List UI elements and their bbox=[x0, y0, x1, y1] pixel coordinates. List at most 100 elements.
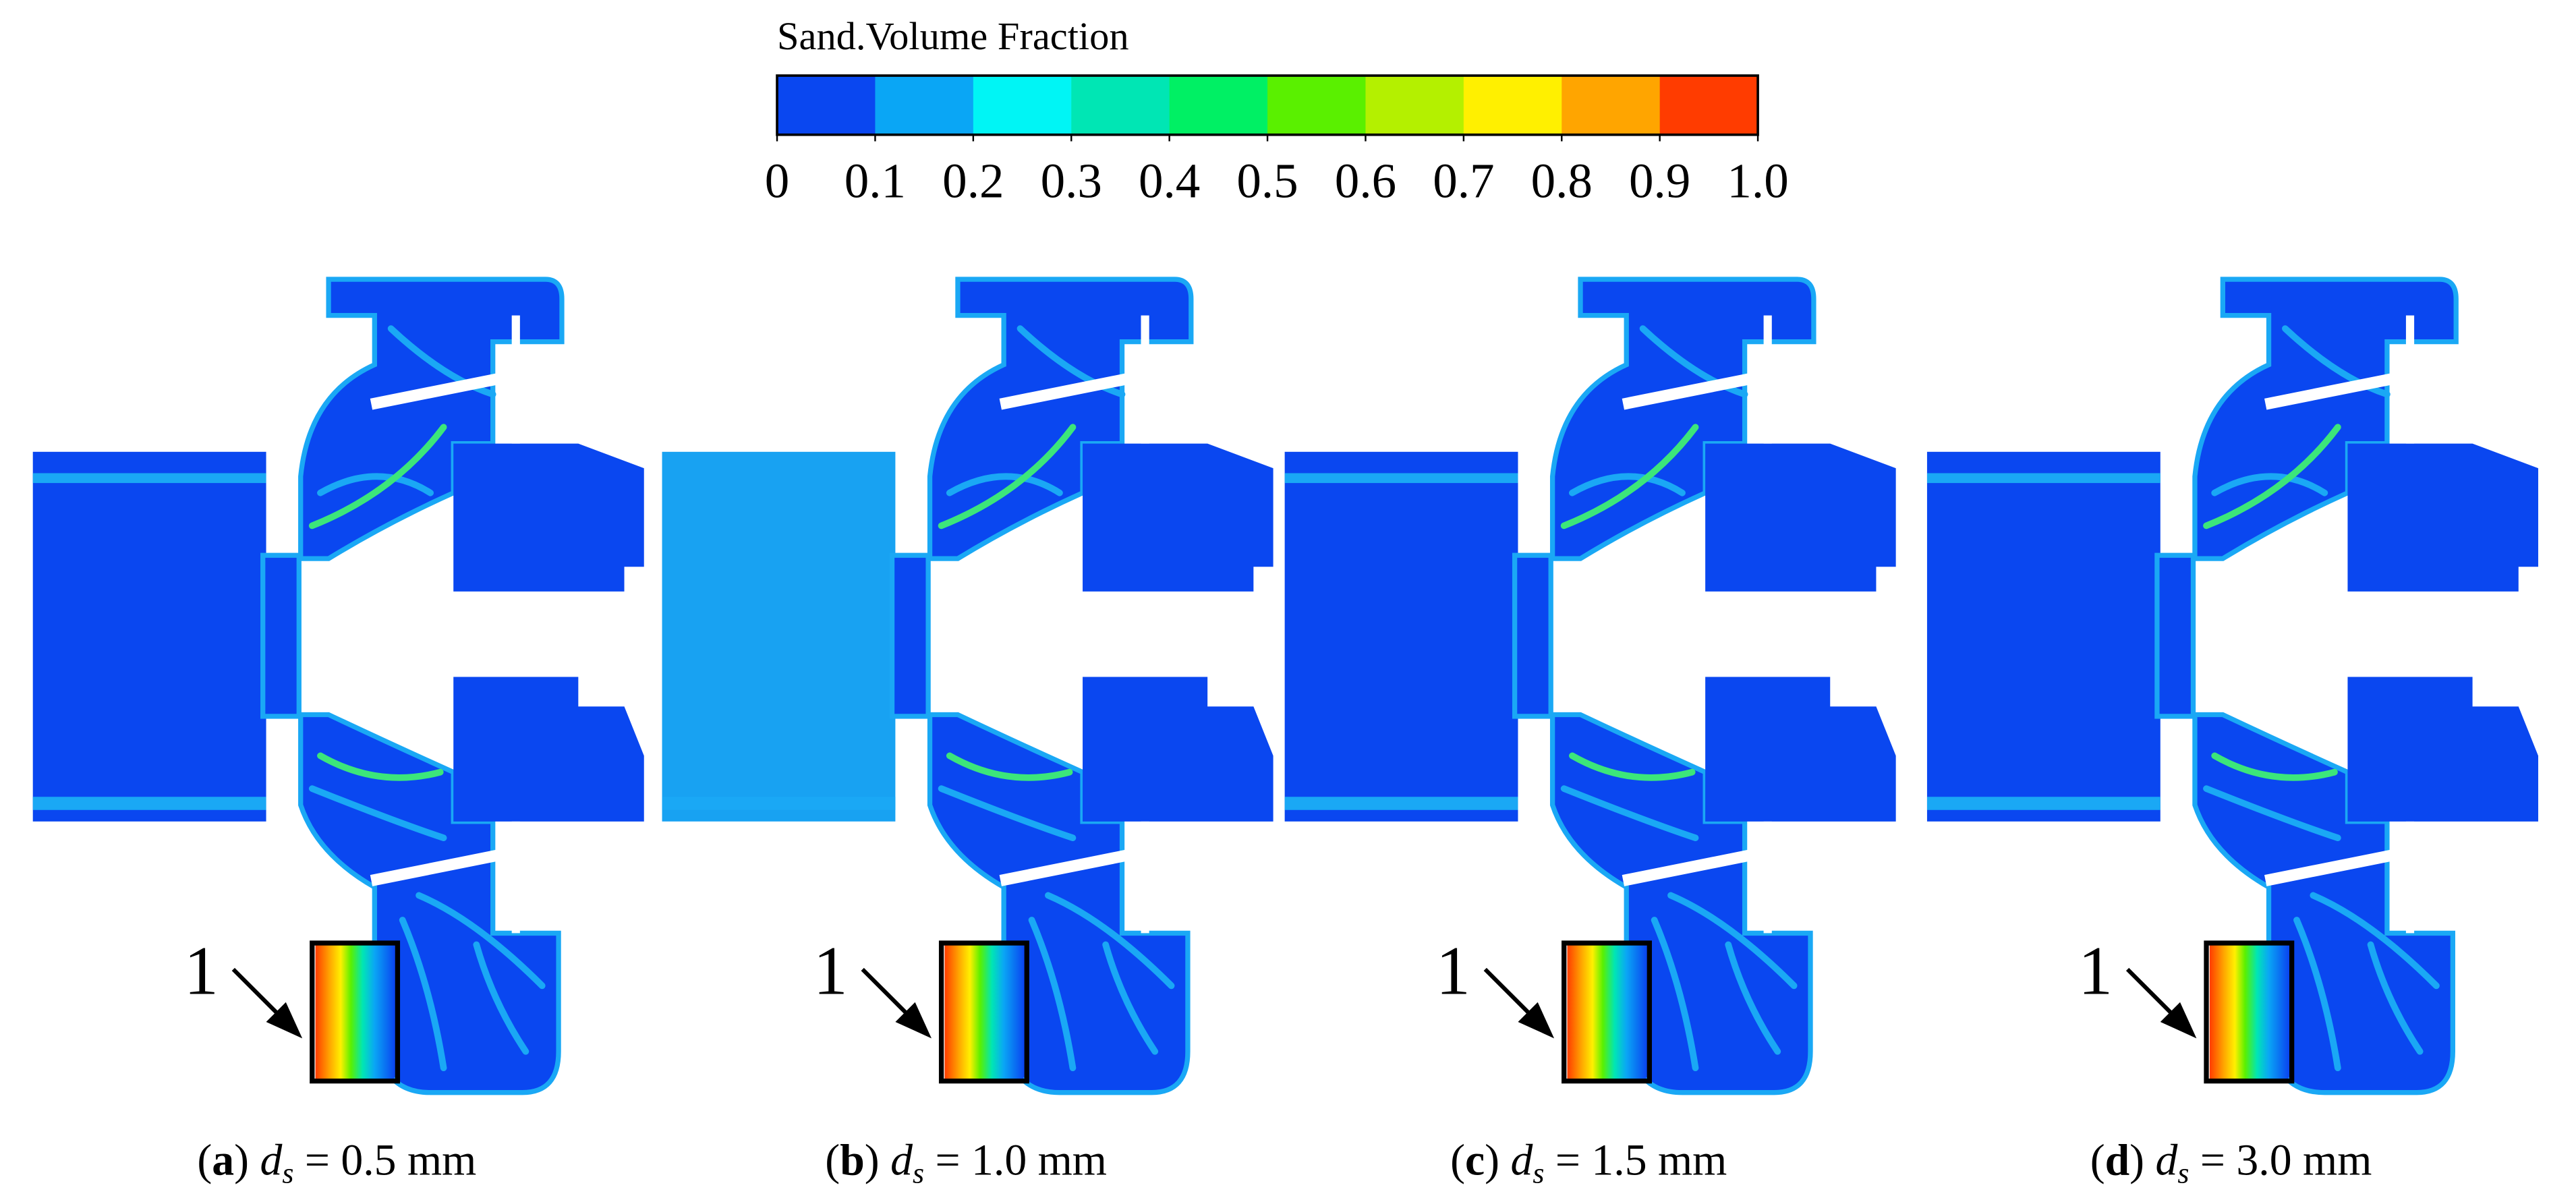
caption-letter: d bbox=[2105, 1135, 2130, 1184]
colorbar-tick-label: 0.5 bbox=[1236, 153, 1298, 208]
lower-blade bbox=[1622, 849, 1756, 886]
flow-streak bbox=[2282, 325, 2391, 398]
inlet-pipe bbox=[1284, 451, 1518, 822]
wear-hotspot bbox=[1567, 944, 1647, 1080]
marker-arrowhead bbox=[266, 1002, 303, 1039]
caption-letter: a bbox=[212, 1135, 234, 1184]
upper-blade bbox=[999, 372, 1133, 410]
flow-streak bbox=[1651, 917, 1699, 1072]
colorbar-tick-label: 0.8 bbox=[1531, 153, 1593, 208]
marker-arrow bbox=[1483, 967, 1536, 1021]
panel-caption: (d) ds = 3.0 mm bbox=[2090, 1135, 2372, 1189]
caption-subscript: s bbox=[2177, 1158, 2189, 1190]
marker-arrow bbox=[861, 967, 913, 1021]
colorbar-swatch bbox=[777, 76, 876, 135]
inlet-neck bbox=[889, 552, 931, 719]
lower-casing bbox=[1083, 677, 1273, 822]
flow-streak bbox=[1560, 424, 1699, 530]
lower-casing bbox=[1705, 677, 1896, 822]
inlet-neck bbox=[2154, 552, 2196, 719]
marker-arrowhead bbox=[2160, 1002, 2197, 1039]
flow-streak bbox=[1017, 325, 1126, 398]
wear-hotspot bbox=[315, 944, 395, 1080]
colorbar-tick-label: 0.7 bbox=[1433, 153, 1494, 208]
flow-streak bbox=[1725, 941, 1781, 1055]
caption-variable: d bbox=[249, 1135, 283, 1184]
caption-variable: d bbox=[880, 1135, 913, 1184]
caption-letter: c bbox=[1465, 1135, 1485, 1184]
flow-streak bbox=[317, 752, 444, 781]
colorbar-swatch bbox=[1071, 76, 1170, 135]
upper-casing bbox=[1083, 443, 1273, 592]
flow-streak bbox=[2293, 917, 2341, 1072]
pipe-wall-layer bbox=[32, 473, 266, 484]
flow-streak bbox=[387, 325, 496, 398]
caption-value: = 0.5 mm bbox=[293, 1135, 476, 1184]
colorbar-tick-label: 0.6 bbox=[1335, 153, 1396, 208]
marker-arrow bbox=[231, 967, 285, 1021]
flow-streak bbox=[1568, 473, 1686, 496]
marker-label: 1 bbox=[2078, 934, 2113, 1010]
colorbar-swatch bbox=[875, 76, 975, 135]
upper-casing bbox=[1705, 443, 1896, 592]
upper-blade bbox=[1622, 372, 1756, 410]
caption-prefix: ( bbox=[197, 1135, 212, 1184]
colorbar-tick-label: 0.9 bbox=[1629, 153, 1690, 208]
flow-streak bbox=[2310, 892, 2440, 990]
colorbar-swatch bbox=[1562, 76, 1661, 135]
caption-value: = 3.0 mm bbox=[2189, 1135, 2372, 1184]
flow-streak bbox=[938, 785, 1077, 842]
caption-prefix: ( bbox=[825, 1135, 840, 1184]
pipe-wall-layer bbox=[32, 797, 266, 810]
highlight-box bbox=[2204, 940, 2295, 1084]
caption-suffix: ) bbox=[2129, 1135, 2144, 1184]
pipe-wall-layer bbox=[1926, 473, 2160, 484]
upper-impeller bbox=[298, 277, 565, 561]
pipe-wall-layer bbox=[662, 797, 896, 810]
marker-arrowhead bbox=[1518, 1002, 1555, 1039]
caption-value: = 1.5 mm bbox=[1544, 1135, 1727, 1184]
colorbar-swatch bbox=[1267, 76, 1367, 135]
upper-blade bbox=[2264, 372, 2399, 410]
flow-streak bbox=[2367, 941, 2424, 1055]
marker-arrowhead bbox=[895, 1002, 932, 1039]
colorbar-swatch bbox=[973, 76, 1072, 135]
contour-panel: 1 (c) ds = 1.5 mm bbox=[1284, 277, 1896, 1190]
flow-streak bbox=[2203, 424, 2341, 530]
caption-prefix: ( bbox=[1450, 1135, 1465, 1184]
flow-streak bbox=[1560, 785, 1699, 842]
pipe-wall-layer bbox=[1284, 473, 1518, 484]
caption-prefix: ( bbox=[2090, 1135, 2105, 1184]
flow-streak bbox=[399, 917, 447, 1072]
colorbar-title: Sand.Volume Fraction bbox=[777, 14, 1129, 58]
caption-suffix: ) bbox=[1485, 1135, 1499, 1184]
flow-streak bbox=[416, 892, 546, 990]
contour-panel: 1 (b) ds = 1.0 mm bbox=[662, 277, 1273, 1190]
upper-casing bbox=[453, 443, 644, 592]
highlight-box bbox=[1562, 940, 1652, 1084]
colorbar-tick-label: 0.2 bbox=[942, 153, 1004, 208]
inlet-pipe bbox=[32, 451, 266, 822]
colorbar-swatch bbox=[1169, 76, 1269, 135]
upper-impeller bbox=[927, 277, 1194, 561]
caption-letter: b bbox=[840, 1135, 865, 1184]
marker-arrow bbox=[2125, 967, 2179, 1021]
lower-casing bbox=[2347, 677, 2538, 822]
contour-panel: 1(d) ds = 3.0 mm bbox=[1926, 277, 2538, 1190]
caption-subscript: s bbox=[282, 1158, 293, 1190]
panel-caption: (c) ds = 1.5 mm bbox=[1450, 1135, 1727, 1189]
flow-streak bbox=[946, 752, 1073, 781]
wear-hotspot bbox=[2209, 944, 2289, 1080]
colorbar-tick-label: 0.1 bbox=[845, 153, 906, 208]
inlet-pipe bbox=[662, 451, 896, 822]
caption-variable: d bbox=[1499, 1135, 1533, 1184]
flow-streak bbox=[1102, 941, 1159, 1055]
marker-label: 1 bbox=[1436, 934, 1470, 1010]
lower-casing bbox=[453, 677, 644, 822]
contour-panel: 1 (a) ds = 0.5 mm bbox=[32, 277, 644, 1190]
inlet-neck bbox=[1512, 552, 1553, 719]
marker-label: 1 bbox=[184, 934, 219, 1010]
colorbar-tick-label: 0.3 bbox=[1041, 153, 1102, 208]
